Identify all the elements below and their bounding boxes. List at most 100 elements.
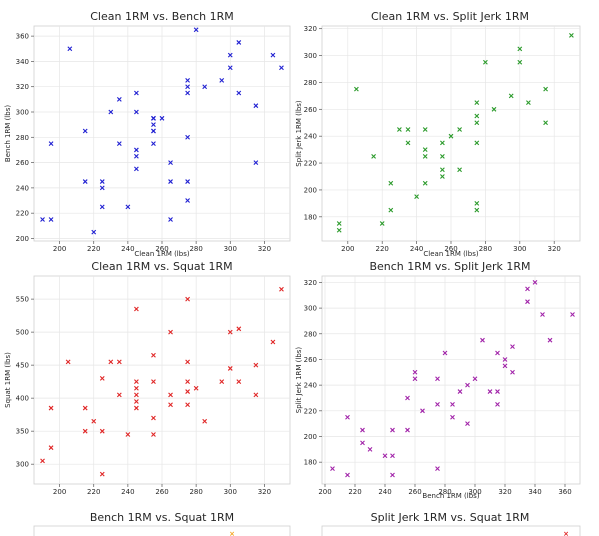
x-tick-label: 360 xyxy=(558,488,571,496)
x-tick-label: 280 xyxy=(438,488,451,496)
data-point xyxy=(185,179,190,184)
data-point-stroke xyxy=(279,65,284,71)
data-point xyxy=(185,198,190,203)
data-point-stroke xyxy=(40,217,45,222)
data-point-stroke xyxy=(435,466,440,471)
y-tick-label: 320 xyxy=(16,83,29,91)
data-point-stroke xyxy=(91,229,97,235)
data-point xyxy=(517,46,523,52)
data-point xyxy=(474,207,480,213)
x-tick-label: 300 xyxy=(224,245,237,253)
data-point-stroke xyxy=(134,385,139,391)
data-point-stroke xyxy=(116,141,122,147)
x-tick-label: 200 xyxy=(341,245,354,253)
data-point xyxy=(168,217,173,222)
data-point xyxy=(134,379,139,385)
data-point-stroke xyxy=(185,379,190,385)
data-point-stroke xyxy=(151,415,156,421)
data-point xyxy=(405,140,411,146)
y-tick-label: 280 xyxy=(304,79,317,87)
chart-4: 200 220 240 260 280 300 320 340 360 180 200 220 240 2… xyxy=(295,275,581,500)
data-point xyxy=(465,421,470,427)
data-point-stroke xyxy=(474,207,480,213)
data-point xyxy=(116,392,122,398)
data-point-stroke xyxy=(382,453,388,459)
data-point xyxy=(40,217,45,222)
data-point-stroke xyxy=(99,375,105,381)
data-point xyxy=(185,379,190,385)
data-point-stroke xyxy=(159,115,165,121)
data-point xyxy=(236,379,242,385)
data-point-stroke xyxy=(440,140,445,146)
data-point-stroke xyxy=(543,120,548,126)
data-point xyxy=(517,59,523,65)
data-point-stroke xyxy=(253,160,259,165)
data-point-stroke xyxy=(185,389,190,394)
data-point-stroke xyxy=(48,445,54,451)
data-point xyxy=(82,405,88,411)
y-tick-label: 200 xyxy=(304,433,317,441)
x-axis-label: Bench 1RM (lbs) xyxy=(422,492,479,500)
data-point-stroke xyxy=(125,432,131,437)
data-point xyxy=(412,376,418,382)
data-point-stroke xyxy=(525,299,530,305)
data-point xyxy=(435,402,440,407)
data-point xyxy=(125,204,131,210)
data-point xyxy=(82,128,88,134)
y-axis-label: Bench 1RM (lbs) xyxy=(4,105,12,162)
data-point xyxy=(510,344,515,350)
chart-6-frame xyxy=(321,525,581,536)
data-point-stroke xyxy=(108,359,114,365)
data-point xyxy=(48,141,54,147)
data-point xyxy=(474,113,480,119)
data-point-stroke xyxy=(227,65,233,71)
y-tick-label: 350 xyxy=(16,428,29,436)
data-point-stroke xyxy=(525,286,530,292)
x-tick-label: 260 xyxy=(408,488,421,496)
x-tick-label: 220 xyxy=(376,245,389,253)
x-tick-label: 220 xyxy=(87,488,100,496)
data-point xyxy=(345,414,350,420)
data-point-stroke xyxy=(472,376,478,382)
data-point xyxy=(116,359,122,365)
data-point xyxy=(474,120,480,126)
data-point-stroke xyxy=(412,369,418,375)
data-point xyxy=(367,446,373,452)
data-point-stroke xyxy=(99,204,105,210)
data-point xyxy=(345,472,350,478)
data-point-stroke xyxy=(510,344,515,350)
data-point xyxy=(40,458,45,464)
data-point xyxy=(532,280,538,285)
data-point-stroke xyxy=(474,140,480,146)
data-point xyxy=(91,418,97,424)
data-point-stroke xyxy=(474,100,480,105)
data-point-stroke xyxy=(151,141,156,147)
data-point xyxy=(65,359,71,365)
data-point-stroke xyxy=(422,153,428,159)
data-point xyxy=(116,141,122,147)
data-point xyxy=(412,369,418,375)
data-point xyxy=(134,306,139,312)
data-point xyxy=(48,217,54,222)
data-point-stroke xyxy=(125,204,131,210)
y-tick-label: 260 xyxy=(304,106,317,114)
data-point-stroke xyxy=(547,337,553,343)
data-point-stroke xyxy=(168,160,173,165)
y-tick-label: 280 xyxy=(16,134,29,142)
data-point-stroke xyxy=(422,180,428,186)
data-point-stroke xyxy=(185,77,190,83)
data-point xyxy=(219,379,225,385)
data-point-stroke xyxy=(474,120,480,126)
data-point-stroke xyxy=(253,103,259,109)
y-tick-label: 240 xyxy=(16,184,29,192)
data-point xyxy=(185,359,190,365)
data-point xyxy=(388,180,394,186)
x-tick-label: 240 xyxy=(378,488,391,496)
data-point-stroke xyxy=(330,466,335,471)
data-point-stroke xyxy=(457,389,463,394)
x-tick-label: 320 xyxy=(548,245,561,253)
y-tick-label: 320 xyxy=(304,25,317,33)
data-point-stroke xyxy=(570,312,575,317)
x-tick-label: 300 xyxy=(513,245,526,253)
data-point-stroke xyxy=(405,427,410,433)
